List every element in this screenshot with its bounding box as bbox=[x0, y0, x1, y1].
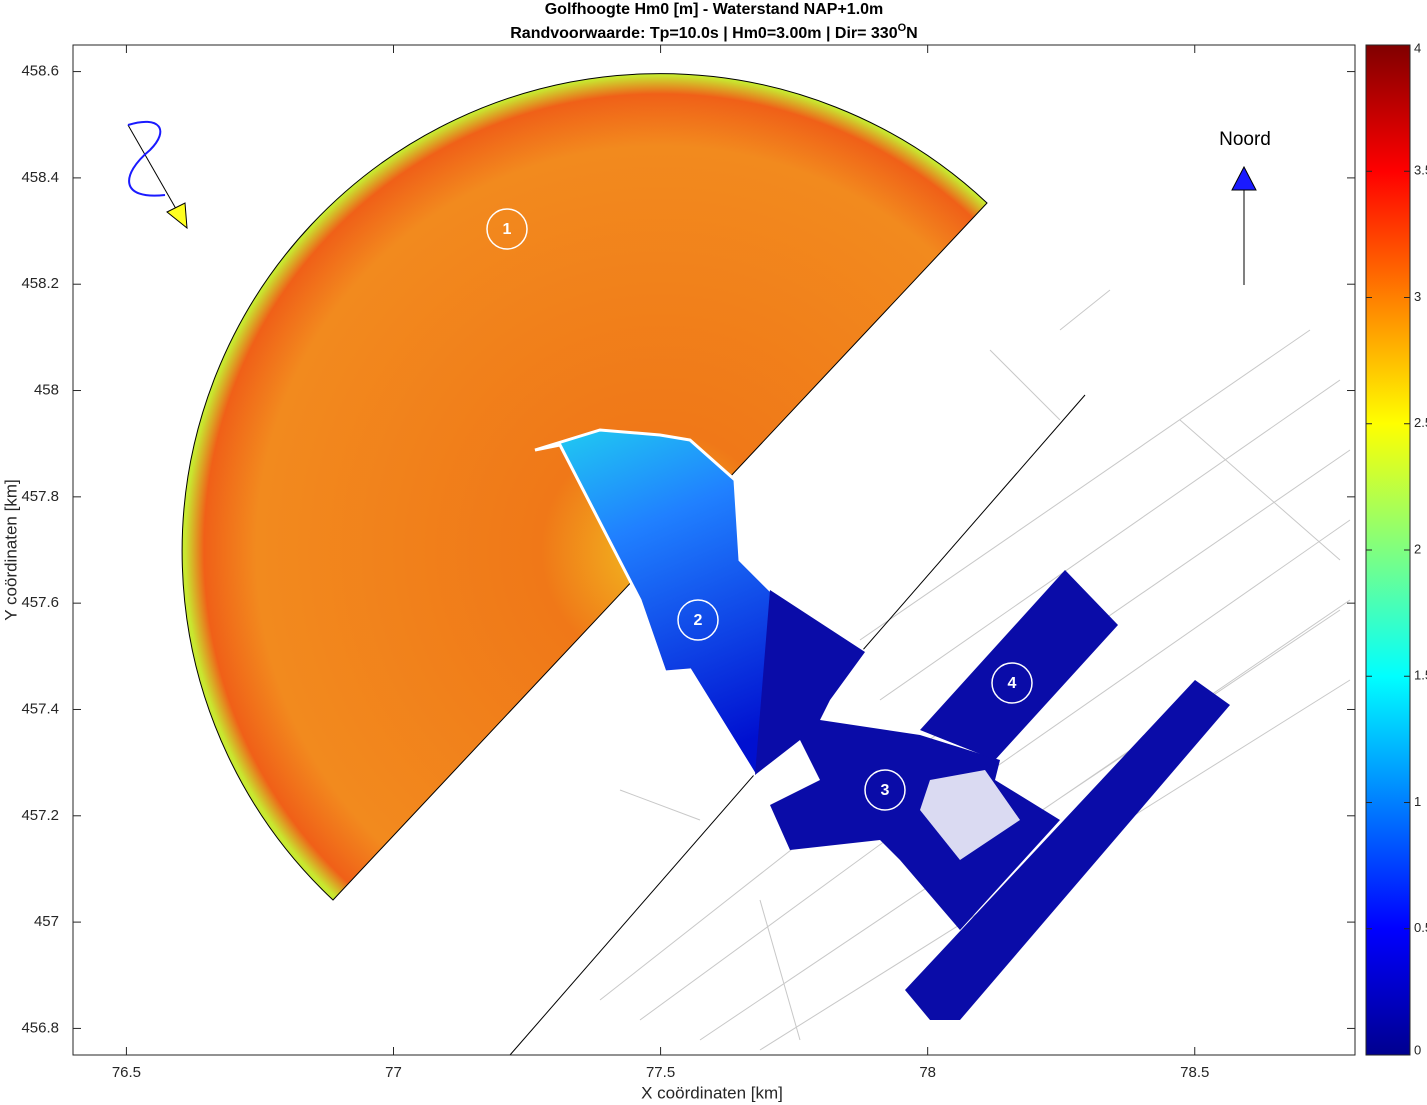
axes-box bbox=[72, 44, 1356, 1056]
colorbar-tick-label: 3 bbox=[1414, 289, 1421, 304]
y-tick-label: 457 bbox=[34, 913, 59, 930]
y-tick-label: 457.8 bbox=[21, 488, 59, 505]
y-tick-label: 457.2 bbox=[21, 807, 59, 824]
y-tick-label: 458.4 bbox=[21, 169, 59, 186]
colorbar-tick-label: 4 bbox=[1414, 40, 1421, 55]
region-label: 2 bbox=[694, 612, 703, 629]
region-marker bbox=[486, 208, 528, 250]
region-label: 3 bbox=[881, 782, 890, 799]
x-tick-label: 78.5 bbox=[1180, 1064, 1209, 1081]
region-marker bbox=[991, 662, 1033, 704]
colorbar-tick-label: 2 bbox=[1414, 541, 1421, 556]
colorbar-tick-label: 0 bbox=[1414, 1042, 1421, 1057]
y-tick-label: 458 bbox=[34, 381, 59, 398]
subtitle-unit: N bbox=[906, 25, 918, 42]
colorbar-tick-label: 2.5 bbox=[1414, 415, 1427, 430]
region-label: 4 bbox=[1008, 675, 1017, 692]
colorbar-tick-label: 0.5 bbox=[1414, 920, 1427, 935]
x-tick-label: 77 bbox=[385, 1064, 402, 1081]
chart-title: Golfhoogte Hm0 [m] - Waterstand NAP+1.0m bbox=[545, 1, 884, 18]
x-axis-label: X coördinaten [km] bbox=[641, 1083, 783, 1102]
north-arrow: Noord bbox=[1219, 129, 1271, 285]
chart-subtitle: Randvoorwaarde: Tp=10.0s | Hm0=3.00m | D… bbox=[510, 22, 917, 42]
wave-field bbox=[181, 73, 1230, 1020]
y-tick-label: 457.4 bbox=[21, 700, 59, 717]
colorbar-tick-label: 3.5 bbox=[1414, 163, 1427, 178]
x-tick-label: 78 bbox=[919, 1064, 936, 1081]
subtitle-superscript: O bbox=[898, 22, 907, 34]
region-label: 1 bbox=[503, 221, 512, 238]
colorbar-tick-label: 1 bbox=[1414, 794, 1421, 809]
region-marker bbox=[677, 599, 719, 641]
y-tick-label: 457.6 bbox=[21, 594, 59, 611]
north-label: Noord bbox=[1219, 129, 1271, 150]
region-marker bbox=[864, 769, 906, 811]
x-tick-label: 77.5 bbox=[646, 1064, 675, 1081]
subtitle-text: Randvoorwaarde: Tp=10.0s | Hm0=3.00m | D… bbox=[510, 25, 897, 42]
y-tick-label: 458.2 bbox=[21, 275, 59, 292]
colorbar-tick-label: 1.5 bbox=[1414, 668, 1427, 683]
y-tick-label: 458.6 bbox=[21, 63, 59, 80]
y-axis-label: Y coördinaten [km] bbox=[1, 479, 20, 620]
wave-direction-icon bbox=[127, 120, 188, 230]
y-tick-label: 456.8 bbox=[21, 1019, 59, 1036]
x-tick-label: 76.5 bbox=[112, 1064, 141, 1081]
colorbar bbox=[1365, 44, 1411, 1056]
